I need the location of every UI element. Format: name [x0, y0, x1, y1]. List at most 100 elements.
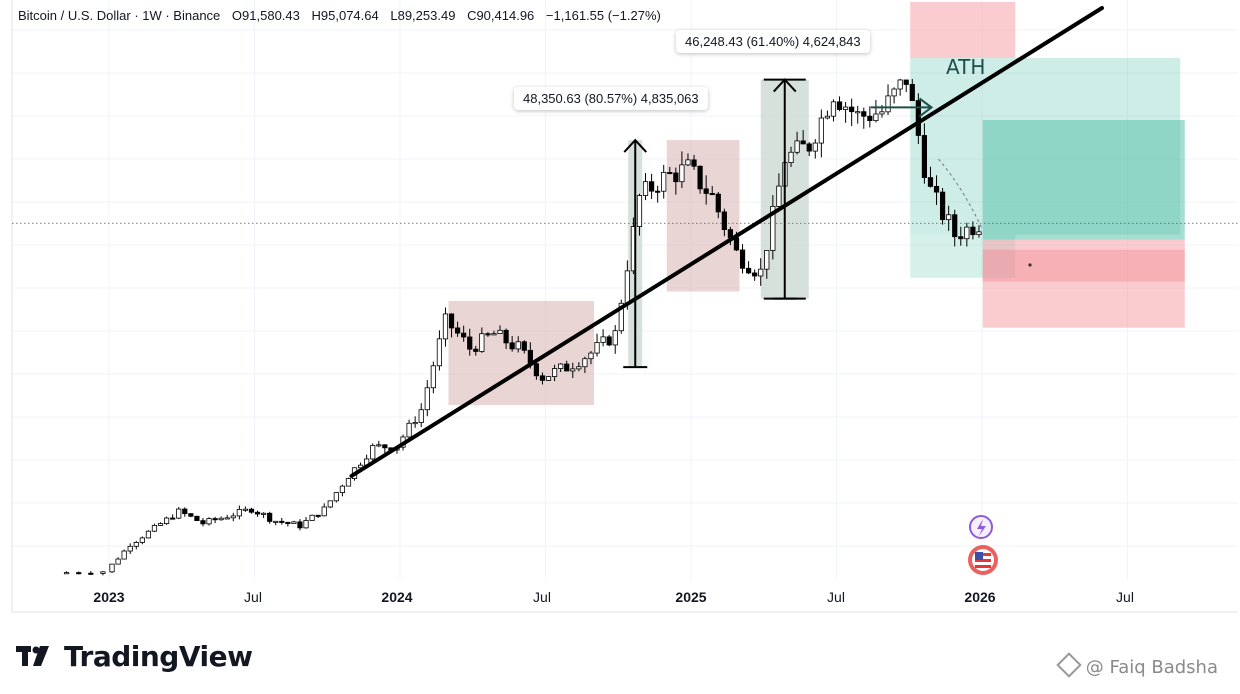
tradingview-logo[interactable]: TradingView: [16, 640, 253, 673]
candle-down: [691, 159, 697, 167]
candle-up: [327, 500, 333, 508]
candle-up: [824, 115, 831, 119]
take-profit-zone: [982, 120, 1185, 240]
ohlc-high: H95,074.64: [311, 8, 379, 23]
candle-up: [946, 214, 952, 221]
watermark-text: @ Faiq Badsha: [1085, 657, 1218, 678]
candle-down: [800, 140, 806, 145]
candle-down: [806, 143, 812, 152]
candle-down: [697, 165, 703, 190]
candle-down: [267, 512, 273, 522]
candle-down: [915, 100, 921, 136]
candle-down: [200, 520, 206, 525]
candle-down: [909, 84, 915, 101]
candle-up: [133, 542, 139, 547]
candle-up: [855, 111, 861, 114]
candle-down: [539, 375, 546, 381]
candle-up: [764, 250, 770, 270]
candle-down: [648, 181, 655, 192]
candle-up: [515, 341, 521, 350]
candle-up: [345, 478, 352, 487]
stop-loss-zone: [982, 239, 1185, 328]
candle-up: [176, 508, 182, 519]
candle-down: [448, 313, 455, 329]
candle-down: [194, 515, 200, 522]
candle-down: [382, 444, 388, 449]
candle-down: [182, 508, 188, 515]
candle-up: [303, 520, 309, 529]
candle-down: [939, 191, 946, 221]
ohlc-close: C90,414.96: [467, 8, 535, 23]
candle-up: [321, 506, 327, 517]
candle-up: [558, 363, 564, 369]
candle-up: [424, 387, 430, 411]
x-tick-jul-2025: Jul: [827, 589, 845, 605]
candle-up: [794, 140, 800, 153]
trendline: [349, 6, 1104, 478]
candle-down: [836, 101, 843, 110]
candle-up: [236, 509, 242, 517]
candle-down: [709, 193, 715, 196]
candle-down: [254, 511, 261, 515]
candle-down: [461, 332, 467, 338]
candle-down: [533, 363, 540, 377]
event-icons: [968, 515, 998, 575]
candle-down: [509, 342, 515, 350]
us-flag-stripe: [975, 559, 991, 562]
candle-up: [679, 164, 685, 183]
candle-down: [861, 111, 867, 117]
candle-up: [636, 195, 643, 227]
candle-up: [273, 520, 279, 523]
candle-up: [545, 376, 552, 381]
candle-up: [230, 515, 236, 519]
candle-up: [551, 368, 558, 377]
candle-down: [721, 211, 727, 230]
candle-down: [212, 518, 218, 521]
candle-down: [903, 79, 909, 85]
us-flag-stripe: [975, 565, 991, 568]
candle-up: [873, 113, 879, 122]
measure-arrow-1-head: [623, 138, 647, 153]
candle-down: [485, 333, 491, 336]
candle-down: [521, 341, 527, 351]
candle-down: [933, 185, 940, 193]
candle-up: [642, 181, 649, 196]
tradingview-mark-icon: [16, 645, 49, 666]
drawing-overlays: [349, 6, 1104, 478]
stop-loss-zone: [910, 2, 1016, 58]
candle-down: [454, 327, 461, 334]
candle-up: [976, 231, 982, 236]
date-price-range-box: [448, 300, 594, 405]
candle-down: [248, 508, 255, 513]
candle-up: [442, 313, 449, 340]
candle-down: [88, 572, 94, 575]
x-tick-jul-2026: Jul: [1116, 589, 1134, 605]
candle-down: [188, 513, 194, 517]
candle-down: [503, 329, 509, 344]
candle-up: [121, 550, 127, 560]
tradingview-wordmark: TradingView: [64, 640, 253, 673]
candle-down: [752, 272, 758, 277]
candle-up: [206, 518, 212, 525]
candle-up: [891, 88, 897, 97]
candle-up: [436, 338, 443, 367]
candle-up: [770, 206, 776, 251]
candle-down: [315, 514, 321, 517]
x-tick-2026: 2026: [964, 589, 996, 605]
candle-up: [570, 368, 576, 372]
candle-down: [849, 106, 855, 113]
ohlc-change: −1,161.55 (−1.27%): [545, 8, 661, 23]
watermark-icon: [1056, 652, 1082, 678]
candle-up: [600, 336, 606, 343]
candle-up: [582, 358, 588, 368]
candle-down: [467, 336, 473, 350]
candle-up: [624, 270, 630, 304]
candle-up: [885, 95, 891, 113]
candle-up: [964, 226, 970, 240]
candle-down: [733, 237, 740, 251]
candle-up: [576, 366, 582, 370]
lightning-bolt-icon: [977, 519, 986, 536]
candle-up: [497, 329, 503, 335]
candle-down: [297, 521, 303, 529]
